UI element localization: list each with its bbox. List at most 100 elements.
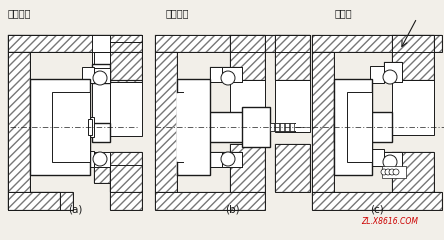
Bar	[275, 35, 310, 80]
Bar	[110, 42, 142, 80]
Bar	[312, 35, 442, 52]
Bar	[347, 92, 372, 162]
Bar	[384, 62, 402, 82]
Circle shape	[389, 169, 395, 175]
Bar	[222, 152, 242, 167]
Bar	[8, 52, 30, 192]
Bar	[155, 35, 310, 52]
Bar	[94, 68, 110, 83]
Bar	[370, 66, 384, 83]
Bar	[312, 52, 334, 192]
Bar	[384, 152, 402, 172]
Bar	[290, 123, 294, 131]
Bar	[222, 67, 242, 82]
Bar	[275, 80, 310, 132]
Bar	[384, 152, 402, 172]
Circle shape	[385, 169, 391, 175]
Bar	[312, 192, 442, 210]
Bar	[88, 119, 92, 135]
Bar	[392, 35, 434, 80]
Bar	[384, 62, 402, 82]
Bar	[230, 144, 265, 192]
Bar	[52, 92, 90, 162]
Circle shape	[383, 70, 397, 84]
Bar	[392, 35, 434, 80]
Bar	[8, 35, 142, 52]
Bar	[82, 67, 94, 83]
Bar	[110, 82, 142, 136]
Bar	[8, 192, 73, 210]
Bar	[8, 192, 73, 210]
Bar	[82, 151, 94, 167]
Bar	[155, 35, 310, 52]
Bar	[334, 79, 372, 175]
Circle shape	[93, 71, 107, 85]
Polygon shape	[177, 79, 183, 175]
Bar	[210, 67, 222, 82]
Circle shape	[381, 169, 387, 175]
Bar	[230, 35, 265, 80]
Bar	[94, 52, 110, 68]
Bar	[8, 52, 30, 192]
Text: ZL.X8616.COM: ZL.X8616.COM	[361, 217, 419, 226]
Bar	[155, 52, 177, 192]
Bar	[230, 144, 265, 192]
Text: 调节压盖: 调节压盖	[166, 8, 190, 18]
Bar	[210, 152, 222, 167]
Bar	[312, 192, 442, 210]
Circle shape	[221, 152, 235, 166]
Bar	[230, 80, 265, 132]
Bar	[8, 35, 142, 52]
Bar	[8, 192, 60, 210]
Circle shape	[393, 169, 399, 175]
Bar	[94, 152, 110, 167]
Bar	[94, 52, 110, 68]
Bar	[210, 152, 222, 167]
Bar	[177, 112, 262, 142]
Bar	[110, 42, 142, 82]
Bar	[334, 112, 392, 142]
Bar	[392, 152, 434, 192]
Bar	[92, 64, 110, 83]
Bar	[270, 123, 274, 131]
Bar	[370, 149, 384, 166]
Bar	[177, 79, 210, 175]
Bar	[92, 35, 110, 140]
Bar	[312, 35, 442, 52]
Bar	[110, 165, 142, 210]
Bar	[210, 152, 222, 167]
Text: (b): (b)	[225, 204, 239, 214]
Bar	[8, 52, 30, 192]
Bar	[110, 165, 142, 210]
Bar	[8, 52, 30, 192]
Bar	[312, 52, 334, 192]
Bar	[222, 152, 242, 167]
Text: (a): (a)	[68, 204, 82, 214]
Bar	[384, 62, 402, 82]
Bar	[275, 123, 279, 131]
Circle shape	[93, 152, 107, 166]
Bar	[94, 167, 110, 183]
Bar	[94, 167, 110, 183]
Text: 调整环: 调整环	[335, 8, 353, 18]
Bar	[155, 52, 177, 192]
Bar	[285, 123, 289, 131]
Bar	[110, 42, 142, 80]
Bar	[280, 123, 284, 131]
Bar	[275, 144, 310, 192]
Bar	[384, 152, 402, 172]
Bar	[8, 35, 142, 52]
Text: (c): (c)	[370, 204, 384, 214]
Bar	[110, 42, 142, 82]
Bar	[110, 152, 142, 192]
Bar	[392, 80, 434, 135]
Bar	[30, 107, 82, 147]
Bar	[222, 67, 242, 82]
Bar	[92, 123, 110, 142]
Bar	[275, 144, 310, 192]
Bar	[222, 67, 242, 82]
Bar	[8, 35, 142, 52]
Bar	[392, 152, 434, 192]
Bar	[30, 79, 90, 175]
Bar	[210, 67, 222, 82]
